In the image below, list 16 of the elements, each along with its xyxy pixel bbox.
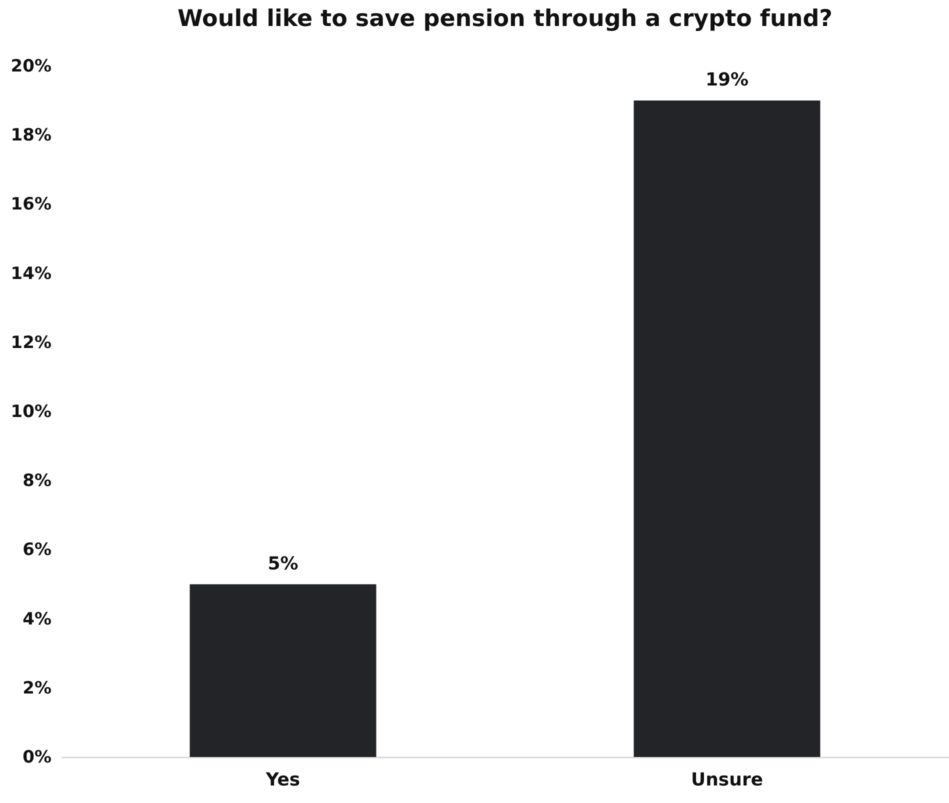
y-tick-label: 8% (22, 471, 52, 492)
y-tick-label: 6% (22, 540, 52, 560)
y-tick-label: 14% (10, 264, 52, 284)
y-tick-label: 10% (10, 402, 52, 422)
y-tick-label: 12% (10, 332, 52, 353)
data-label: 5% (268, 553, 298, 574)
x-tick-label: Unsure (690, 770, 764, 790)
data-label: 19% (705, 70, 749, 91)
y-tick-label: 16% (10, 194, 52, 215)
y-tick-label: 18% (10, 126, 52, 146)
x-tick-label: Yes (264, 770, 300, 790)
y-tick-label: 20% (10, 56, 52, 76)
y-tick-label: 4% (22, 609, 52, 630)
y-tick-label: 0% (22, 748, 52, 768)
chart-title: Would like to save pension through a crypto fund? (178, 6, 832, 32)
y-tick-label: 2% (22, 678, 52, 698)
